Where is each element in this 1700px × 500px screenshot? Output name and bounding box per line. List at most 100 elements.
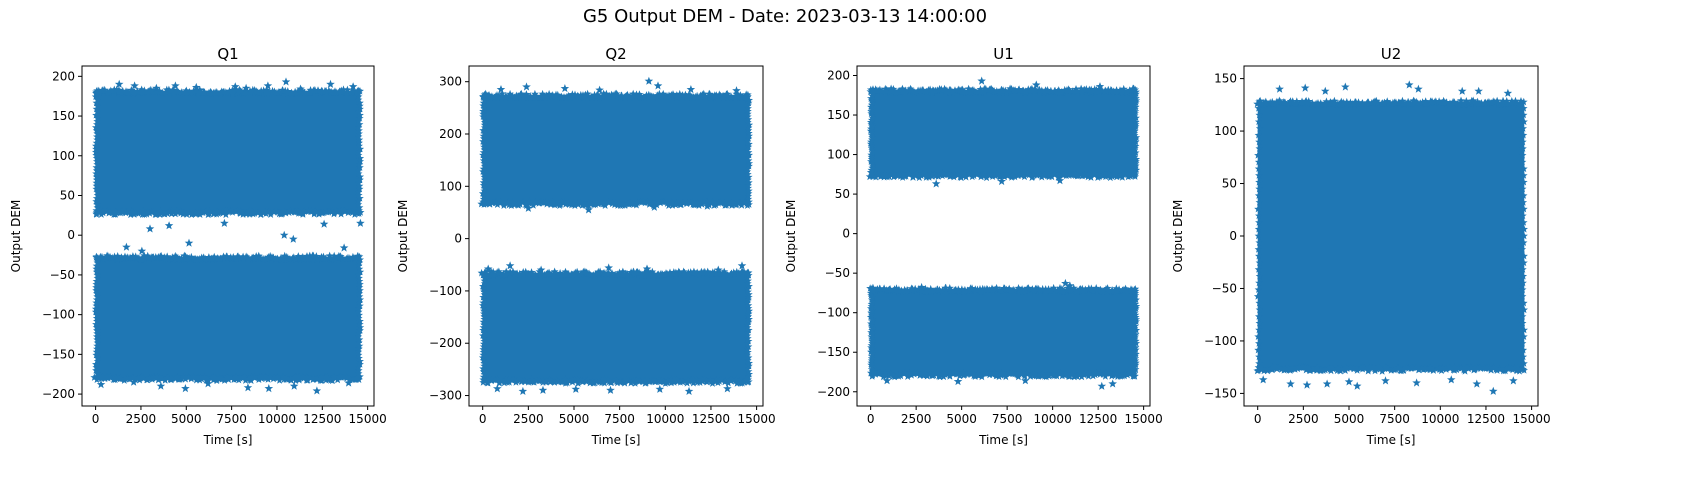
x-tick-label: 5000 bbox=[946, 412, 977, 426]
y-tick-label: 0 bbox=[454, 232, 462, 246]
y-tick-label: −50 bbox=[50, 268, 75, 282]
x-tick-label: 7500 bbox=[1379, 412, 1410, 426]
scatter-point bbox=[1474, 86, 1483, 95]
x-tick-label: 15000 bbox=[1125, 412, 1163, 426]
y-tick-label: 200 bbox=[439, 127, 462, 141]
scatter-point bbox=[281, 77, 291, 86]
x-tick-label: 7500 bbox=[604, 412, 635, 426]
scatter-band bbox=[95, 90, 361, 214]
scatter-point bbox=[1302, 380, 1312, 389]
scatter-point bbox=[917, 282, 926, 291]
scatter-point bbox=[1095, 82, 1105, 91]
y-tick-label: 150 bbox=[827, 108, 850, 122]
y-tick-label: −50 bbox=[1212, 281, 1237, 295]
x-tick-label: 10000 bbox=[646, 412, 684, 426]
y-tick-label: −100 bbox=[42, 308, 75, 322]
scatter-point bbox=[997, 176, 1006, 186]
scatter-point bbox=[1061, 278, 1070, 288]
scatter-point bbox=[145, 224, 155, 233]
y-tick-label: −200 bbox=[429, 336, 462, 350]
scatter-point bbox=[571, 384, 581, 393]
scatter-point bbox=[560, 84, 570, 93]
y-tick-label: 0 bbox=[842, 227, 850, 241]
scatter-point bbox=[496, 85, 506, 94]
scatter-point bbox=[1258, 375, 1268, 384]
y-tick-label: 50 bbox=[60, 188, 75, 202]
scatter-point bbox=[644, 76, 654, 85]
scatter-point bbox=[264, 384, 274, 393]
y-tick-label: −200 bbox=[42, 387, 75, 401]
scatter-point bbox=[483, 264, 493, 273]
scatter-point bbox=[279, 230, 289, 239]
scatter-point bbox=[130, 81, 139, 90]
y-tick-label: 100 bbox=[1214, 124, 1237, 138]
scatter-point bbox=[152, 83, 161, 92]
scatter-point bbox=[505, 261, 515, 270]
subplot-q1: Q1 0 2500 5000 7500 10000 12500 15000 −200 −150 −1… bbox=[9, 45, 387, 447]
subplot-u1: U1 0 2500 5000 7500 10000 12500 15000 −200 −150 −1… bbox=[784, 45, 1163, 447]
x-tick-label: 10000 bbox=[258, 412, 296, 426]
scatter-point bbox=[882, 376, 892, 385]
scatter-point bbox=[171, 81, 180, 90]
y-tick-label: 100 bbox=[827, 148, 850, 162]
scatter-band bbox=[482, 272, 750, 383]
subplot-title: Q1 bbox=[217, 45, 238, 63]
y-axis-label: Output DEM bbox=[1171, 200, 1185, 273]
scatter-band bbox=[482, 94, 750, 205]
y-tick-label: −150 bbox=[817, 345, 850, 359]
figure-suptitle: G5 Output DEM - Date: 2023-03-13 14:00:0… bbox=[582, 6, 988, 27]
x-tick-label: 0 bbox=[1254, 412, 1262, 426]
scatter-point bbox=[714, 265, 723, 274]
x-tick-label: 5000 bbox=[559, 412, 590, 426]
scatter-point bbox=[1055, 176, 1065, 185]
scatter-point bbox=[164, 221, 174, 230]
axes-frame bbox=[81, 65, 375, 407]
scatter-point bbox=[536, 265, 546, 274]
y-axis-label: Output DEM bbox=[396, 200, 410, 273]
scatter-point bbox=[129, 377, 138, 386]
y-tick-label: 0 bbox=[67, 228, 75, 242]
y-tick-label: −300 bbox=[429, 389, 462, 403]
scatter-point bbox=[289, 381, 299, 390]
scatter-point bbox=[1341, 82, 1350, 91]
x-axis-label: Time [s] bbox=[978, 433, 1028, 447]
scatter-point bbox=[231, 82, 240, 91]
scatter-point bbox=[703, 201, 712, 210]
scatter-point bbox=[653, 81, 663, 90]
scatter-point bbox=[203, 379, 213, 388]
scatter-point bbox=[1108, 379, 1117, 388]
scatter-point bbox=[1097, 381, 1107, 390]
scatter-point bbox=[1300, 83, 1310, 92]
y-tick-label: 300 bbox=[439, 75, 462, 89]
scatter-band-edge bbox=[866, 283, 1141, 381]
scatter-band bbox=[95, 256, 361, 380]
scatter-point bbox=[326, 79, 335, 88]
scatter-point bbox=[1381, 376, 1390, 385]
scatter-point bbox=[1321, 86, 1330, 95]
scatter-point bbox=[522, 82, 531, 91]
scatter-band bbox=[870, 89, 1137, 177]
scatter-point bbox=[344, 378, 353, 387]
axes-frame bbox=[856, 65, 1151, 407]
scatter-point bbox=[1503, 88, 1513, 97]
x-tick-label: 7500 bbox=[992, 412, 1023, 426]
scatter-point bbox=[1457, 86, 1467, 95]
x-tick-label: 12500 bbox=[1467, 412, 1505, 426]
scatter-point bbox=[1414, 84, 1423, 93]
scatter-point bbox=[1021, 376, 1030, 385]
scatter-point bbox=[642, 264, 652, 273]
y-tick-label: −50 bbox=[825, 266, 850, 280]
scatter-point bbox=[114, 79, 124, 88]
scatter-point bbox=[686, 85, 696, 94]
scatter-point bbox=[156, 381, 166, 390]
scatter-point bbox=[296, 84, 305, 93]
y-axis-label: Output DEM bbox=[784, 200, 798, 273]
scatter-point bbox=[604, 263, 613, 272]
x-tick-label: 2500 bbox=[513, 412, 544, 426]
scatter-point bbox=[595, 85, 604, 94]
scatter-band bbox=[1257, 101, 1525, 371]
x-axis-label: Time [s] bbox=[591, 433, 641, 447]
scatter-point bbox=[977, 76, 986, 85]
y-tick-label: 200 bbox=[52, 69, 75, 83]
